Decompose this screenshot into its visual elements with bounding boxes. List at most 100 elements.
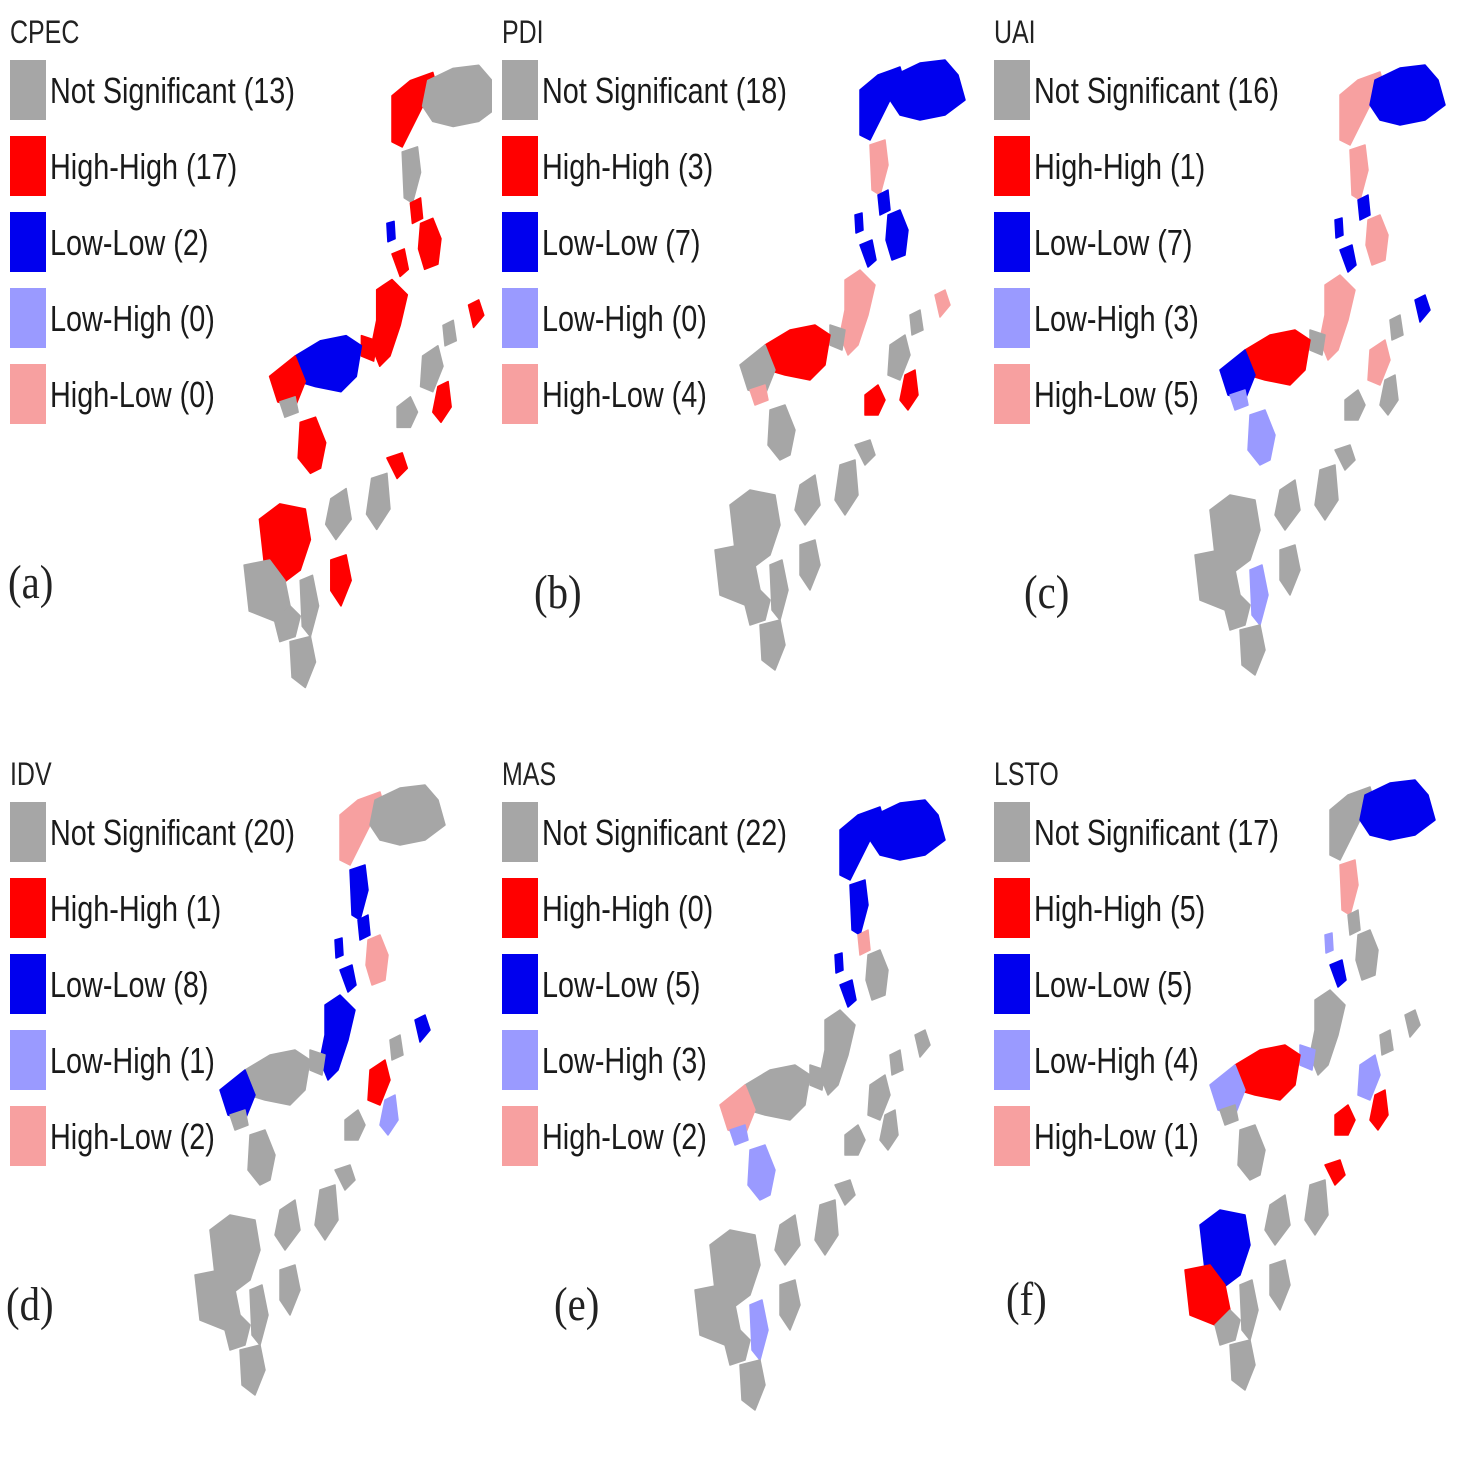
region-not-significant	[779, 1279, 801, 1331]
legend-label: Low-High (3)	[542, 1040, 707, 1081]
region-low-low	[859, 239, 877, 268]
region-low-high	[749, 1299, 769, 1361]
region-high-low	[1349, 144, 1369, 201]
legend-swatch	[994, 212, 1030, 272]
region-high-high	[268, 355, 307, 408]
legend-swatch	[994, 136, 1030, 196]
legend-swatch	[10, 288, 46, 348]
region-low-high	[729, 1124, 749, 1146]
legend-label: Low-High (3)	[1034, 298, 1199, 339]
region-low-low	[1329, 959, 1347, 988]
region-low-low	[869, 799, 946, 861]
region-not-significant	[865, 949, 889, 1001]
region-not-significant	[1355, 929, 1379, 981]
region-low-high	[1229, 389, 1249, 411]
region-map	[714, 59, 966, 671]
region-not-significant	[1304, 1179, 1329, 1236]
region-high-low	[1367, 339, 1391, 386]
region-low-low	[1219, 349, 1256, 401]
region-low-low	[1359, 779, 1436, 841]
region-not-significant	[1269, 1259, 1291, 1311]
legend-swatch	[10, 878, 46, 938]
region-not-significant	[369, 784, 446, 846]
region-low-high	[1249, 564, 1269, 626]
panel-title: UAI	[994, 14, 1036, 50]
legend-label: High-High (0)	[542, 888, 714, 929]
region-high-high	[367, 1059, 391, 1106]
region-map	[194, 784, 446, 1396]
region-low-low	[849, 879, 869, 936]
region-not-significant	[1347, 909, 1361, 936]
legend-label: Low-Low (2)	[50, 222, 209, 263]
legend-swatch	[10, 136, 46, 196]
panel-title: MAS	[502, 756, 557, 792]
legend-label: Low-High (0)	[542, 298, 707, 339]
region-not-significant	[1379, 1029, 1394, 1056]
panel-label: (a)	[8, 556, 54, 609]
region-low-low	[1339, 244, 1357, 273]
map-panel-mas: MAS Not Significant (22) High-High (0) Low-…	[492, 742, 984, 1484]
legend-swatch	[502, 136, 538, 196]
legend-label: Low-Low (7)	[1034, 222, 1193, 263]
region-not-significant	[867, 1074, 891, 1121]
legend-swatch	[502, 1106, 538, 1166]
region-not-significant	[1264, 1194, 1291, 1246]
region-low-low	[357, 914, 371, 941]
legend-label: Low-Low (8)	[50, 964, 209, 1005]
region-not-significant	[421, 64, 492, 128]
region-low-high	[1324, 932, 1334, 954]
region-not-significant	[794, 474, 821, 526]
region-high-high	[360, 334, 378, 362]
region-high-high	[864, 384, 886, 416]
legend-label: Low-High (1)	[50, 1040, 215, 1081]
region-high-high	[330, 554, 352, 607]
region-not-significant	[769, 559, 789, 621]
region-high-high	[409, 197, 424, 225]
region-not-significant	[334, 1164, 356, 1191]
region-high-high	[417, 217, 442, 271]
region-not-significant	[799, 539, 821, 591]
legend-swatch	[10, 954, 46, 1014]
region-not-significant	[279, 396, 299, 418]
region-low-low	[877, 189, 891, 216]
region-low-low	[319, 994, 356, 1081]
region-not-significant	[279, 1264, 301, 1316]
region-map	[1194, 64, 1446, 676]
panel-label: (b)	[534, 566, 582, 619]
legend-swatch	[502, 878, 538, 938]
region-low-high	[1299, 1044, 1316, 1071]
region-not-significant	[759, 619, 786, 671]
region-high-high	[1334, 1104, 1356, 1136]
region-not-significant	[299, 574, 320, 638]
region-not-significant	[854, 439, 876, 466]
legend-label: High-Low (4)	[542, 374, 707, 415]
region-low-low	[386, 220, 396, 243]
region-high-low	[719, 1084, 756, 1136]
region-not-significant	[247, 1129, 276, 1186]
region-map	[1184, 779, 1436, 1391]
legend-label: Not Significant (22)	[542, 812, 787, 853]
region-not-significant	[324, 487, 352, 541]
region-low-high	[747, 1144, 776, 1201]
region-not-significant	[442, 319, 458, 347]
panel-title: LSTO	[994, 756, 1059, 792]
region-not-significant	[309, 1049, 326, 1076]
region-not-significant	[249, 1284, 269, 1346]
region-not-significant	[314, 1184, 339, 1241]
region-high-low	[869, 139, 889, 196]
region-high-high	[386, 452, 409, 480]
region-low-low	[1357, 194, 1371, 221]
region-high-high	[297, 416, 327, 475]
map-panel-cpec: CPEC Not Significant (13) High-High (17) Lo…	[0, 0, 492, 742]
region-not-significant	[889, 1049, 904, 1076]
region-low-low	[1334, 217, 1344, 239]
region-not-significant	[239, 1344, 266, 1396]
region-low-low	[1369, 64, 1446, 126]
region-high-low	[839, 269, 876, 356]
region-not-significant	[365, 472, 391, 531]
region-low-low	[414, 1014, 431, 1043]
region-not-significant	[229, 1109, 249, 1131]
region-not-significant	[739, 1359, 766, 1411]
region-not-significant	[814, 1199, 839, 1256]
region-not-significant	[879, 1109, 899, 1151]
